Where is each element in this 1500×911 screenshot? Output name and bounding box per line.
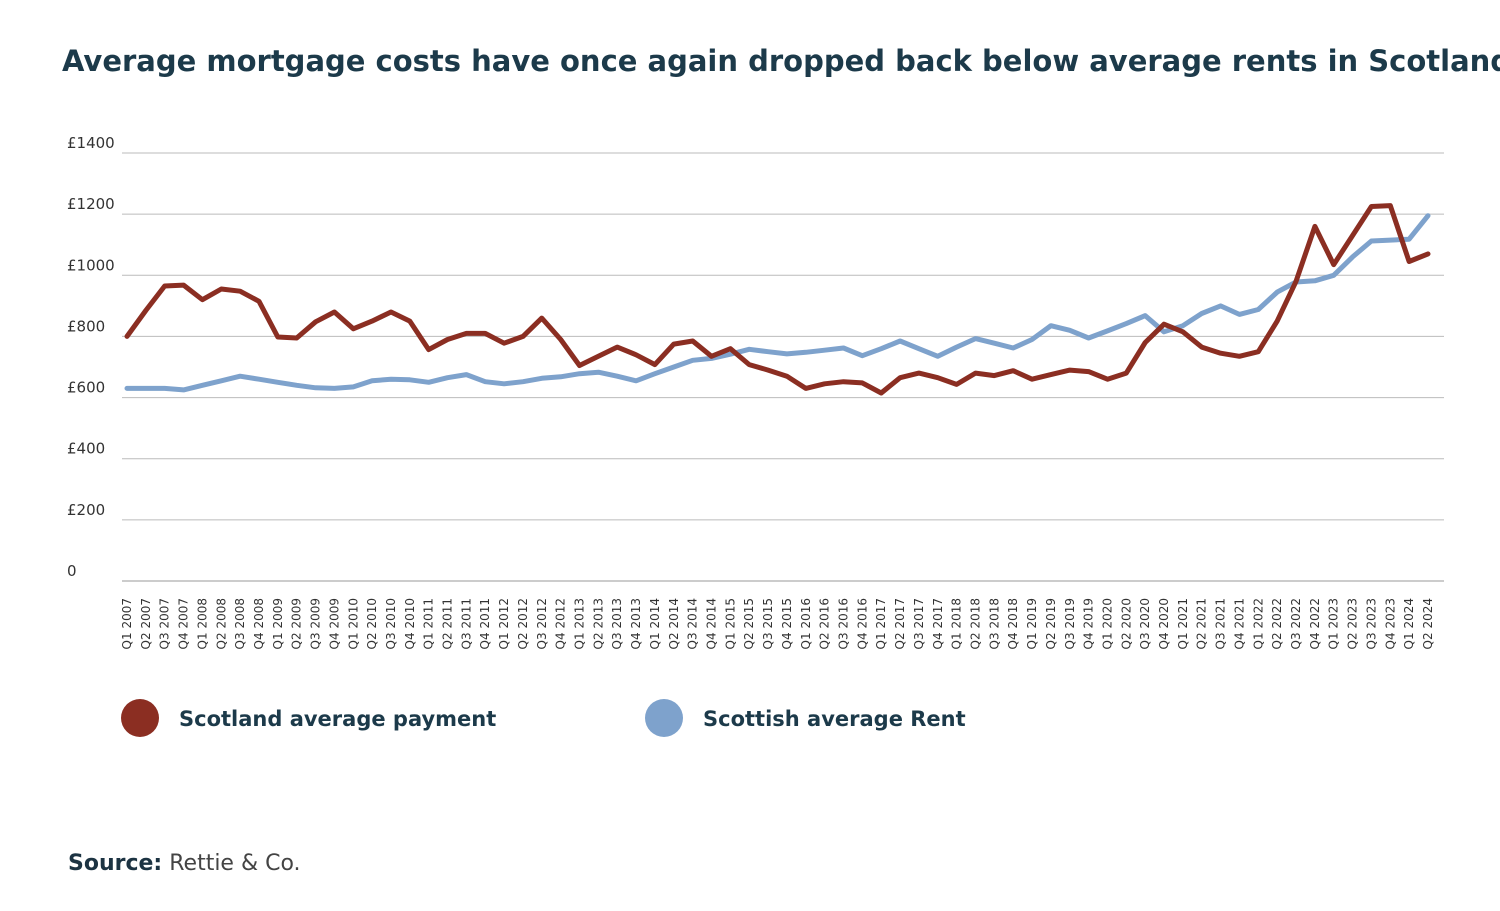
x-tick-label: Q2 2015 [742,598,756,649]
x-tick-label: Q3 2016 [836,598,850,649]
x-tick-label: Q2 2010 [365,598,379,649]
x-tick-label: Q1 2010 [346,598,360,649]
x-tick-label: Q3 2020 [1138,598,1152,649]
x-tick-label: Q2 2017 [893,598,907,649]
x-tick-label: Q2 2008 [214,598,228,649]
source-label: Source: [68,851,162,876]
x-tick-label: Q1 2023 [1327,598,1341,649]
legend-swatch [121,699,159,737]
x-tick-label: Q3 2012 [535,598,549,649]
x-tick-label: Q3 2019 [1063,598,1077,649]
x-tick-label: Q3 2011 [459,598,473,649]
y-tick-label: £1000 [67,256,115,274]
x-tick-label: Q2 2020 [1119,598,1133,649]
x-tick-label: Q1 2024 [1402,598,1416,649]
x-tick-label: Q2 2024 [1421,598,1435,649]
x-tick-label: Q4 2010 [403,598,417,649]
x-tick-label: Q1 2016 [799,598,813,649]
x-tick-label: Q3 2014 [686,598,700,649]
x-tick-label: Q1 2012 [497,598,511,649]
x-tick-label: Q4 2008 [252,598,266,649]
x-tick-label: Q2 2009 [290,598,304,649]
x-tick-label: Q3 2017 [912,598,926,649]
x-tick-label: Q4 2020 [1157,598,1171,649]
x-tick-label: Q1 2007 [120,598,134,649]
y-tick-label: 0 [67,562,77,580]
x-tick-label: Q3 2022 [1289,598,1303,649]
x-tick-label: Q2 2011 [441,598,455,649]
x-tick-label: Q4 2022 [1308,598,1322,649]
x-tick-label: Q1 2011 [422,598,436,649]
x-tick-label: Q3 2021 [1214,598,1228,649]
x-tick-label: Q4 2016 [855,598,869,649]
x-tick-label: Q1 2013 [573,598,587,649]
chart-title: Average mortgage costs have once again d… [62,44,1500,78]
x-tick-label: Q3 2009 [309,598,323,649]
line-series [124,213,1431,393]
x-tick-label: Q3 2010 [384,598,398,649]
x-tick-label: Q1 2019 [1025,598,1039,649]
x-tick-label: Q4 2018 [1006,598,1020,649]
x-tick-label: Q3 2018 [987,598,1001,649]
source-text: Rettie & Co. [169,851,300,876]
x-tick-label: Q1 2014 [648,598,662,649]
x-tick-label: Q2 2022 [1270,598,1284,649]
x-tick-label: Q2 2012 [516,598,530,649]
x-tick-label: Q1 2020 [1100,598,1114,649]
x-tick-label: Q3 2023 [1364,598,1378,649]
legend-label: Scottish average Rent [703,707,966,731]
x-tick-label: Q4 2012 [554,598,568,649]
x-tick-label: Q4 2015 [780,598,794,649]
x-tick-label: Q2 2019 [1044,598,1058,649]
x-tick-label: Q1 2009 [271,598,285,649]
x-tick-label: Q2 2018 [968,598,982,649]
x-tick-label: Q1 2022 [1251,598,1265,649]
source: Source: Rettie & Co. [68,851,301,876]
x-tick-label: Q1 2017 [874,598,888,649]
x-tick-label: Q3 2013 [610,598,624,649]
x-tick-label: Q2 2023 [1346,598,1360,649]
legend-label: Scotland average payment [179,707,496,731]
x-tick-label: Q3 2008 [233,598,247,649]
x-tick-label: Q4 2011 [478,598,492,649]
x-tick-label: Q1 2021 [1176,598,1190,649]
y-tick-label: £1200 [67,195,115,213]
x-tick-label: Q4 2023 [1383,598,1397,649]
x-tick-label: Q2 2021 [1195,598,1209,649]
x-tick-label: Q2 2007 [139,598,153,649]
x-tick-label: Q4 2017 [931,598,945,649]
x-tick-label: Q2 2016 [818,598,832,649]
x-tick-label: Q2 2014 [667,598,681,649]
x-tick-label: Q4 2013 [629,598,643,649]
x-tick-label: Q1 2015 [723,598,737,649]
y-tick-label: £200 [67,501,105,519]
y-tick-label: £400 [67,440,105,458]
y-tick-label: £600 [67,379,105,397]
x-tick-label: Q4 2021 [1232,598,1246,649]
legend-swatch [645,699,683,737]
line-series [124,203,1431,396]
x-tick-label: Q4 2009 [327,598,341,649]
x-tick-label: Q4 2014 [705,598,719,649]
x-tick-label: Q1 2008 [195,598,209,649]
x-tick-label: Q1 2018 [950,598,964,649]
x-tick-label: Q3 2007 [158,598,172,649]
x-tick-label: Q3 2015 [761,598,775,649]
x-tick-label: Q4 2007 [177,598,191,649]
y-tick-label: £800 [67,317,105,335]
y-tick-label: £1400 [67,134,115,152]
x-tick-label: Q2 2013 [591,598,605,649]
x-tick-label: Q4 2019 [1082,598,1096,649]
